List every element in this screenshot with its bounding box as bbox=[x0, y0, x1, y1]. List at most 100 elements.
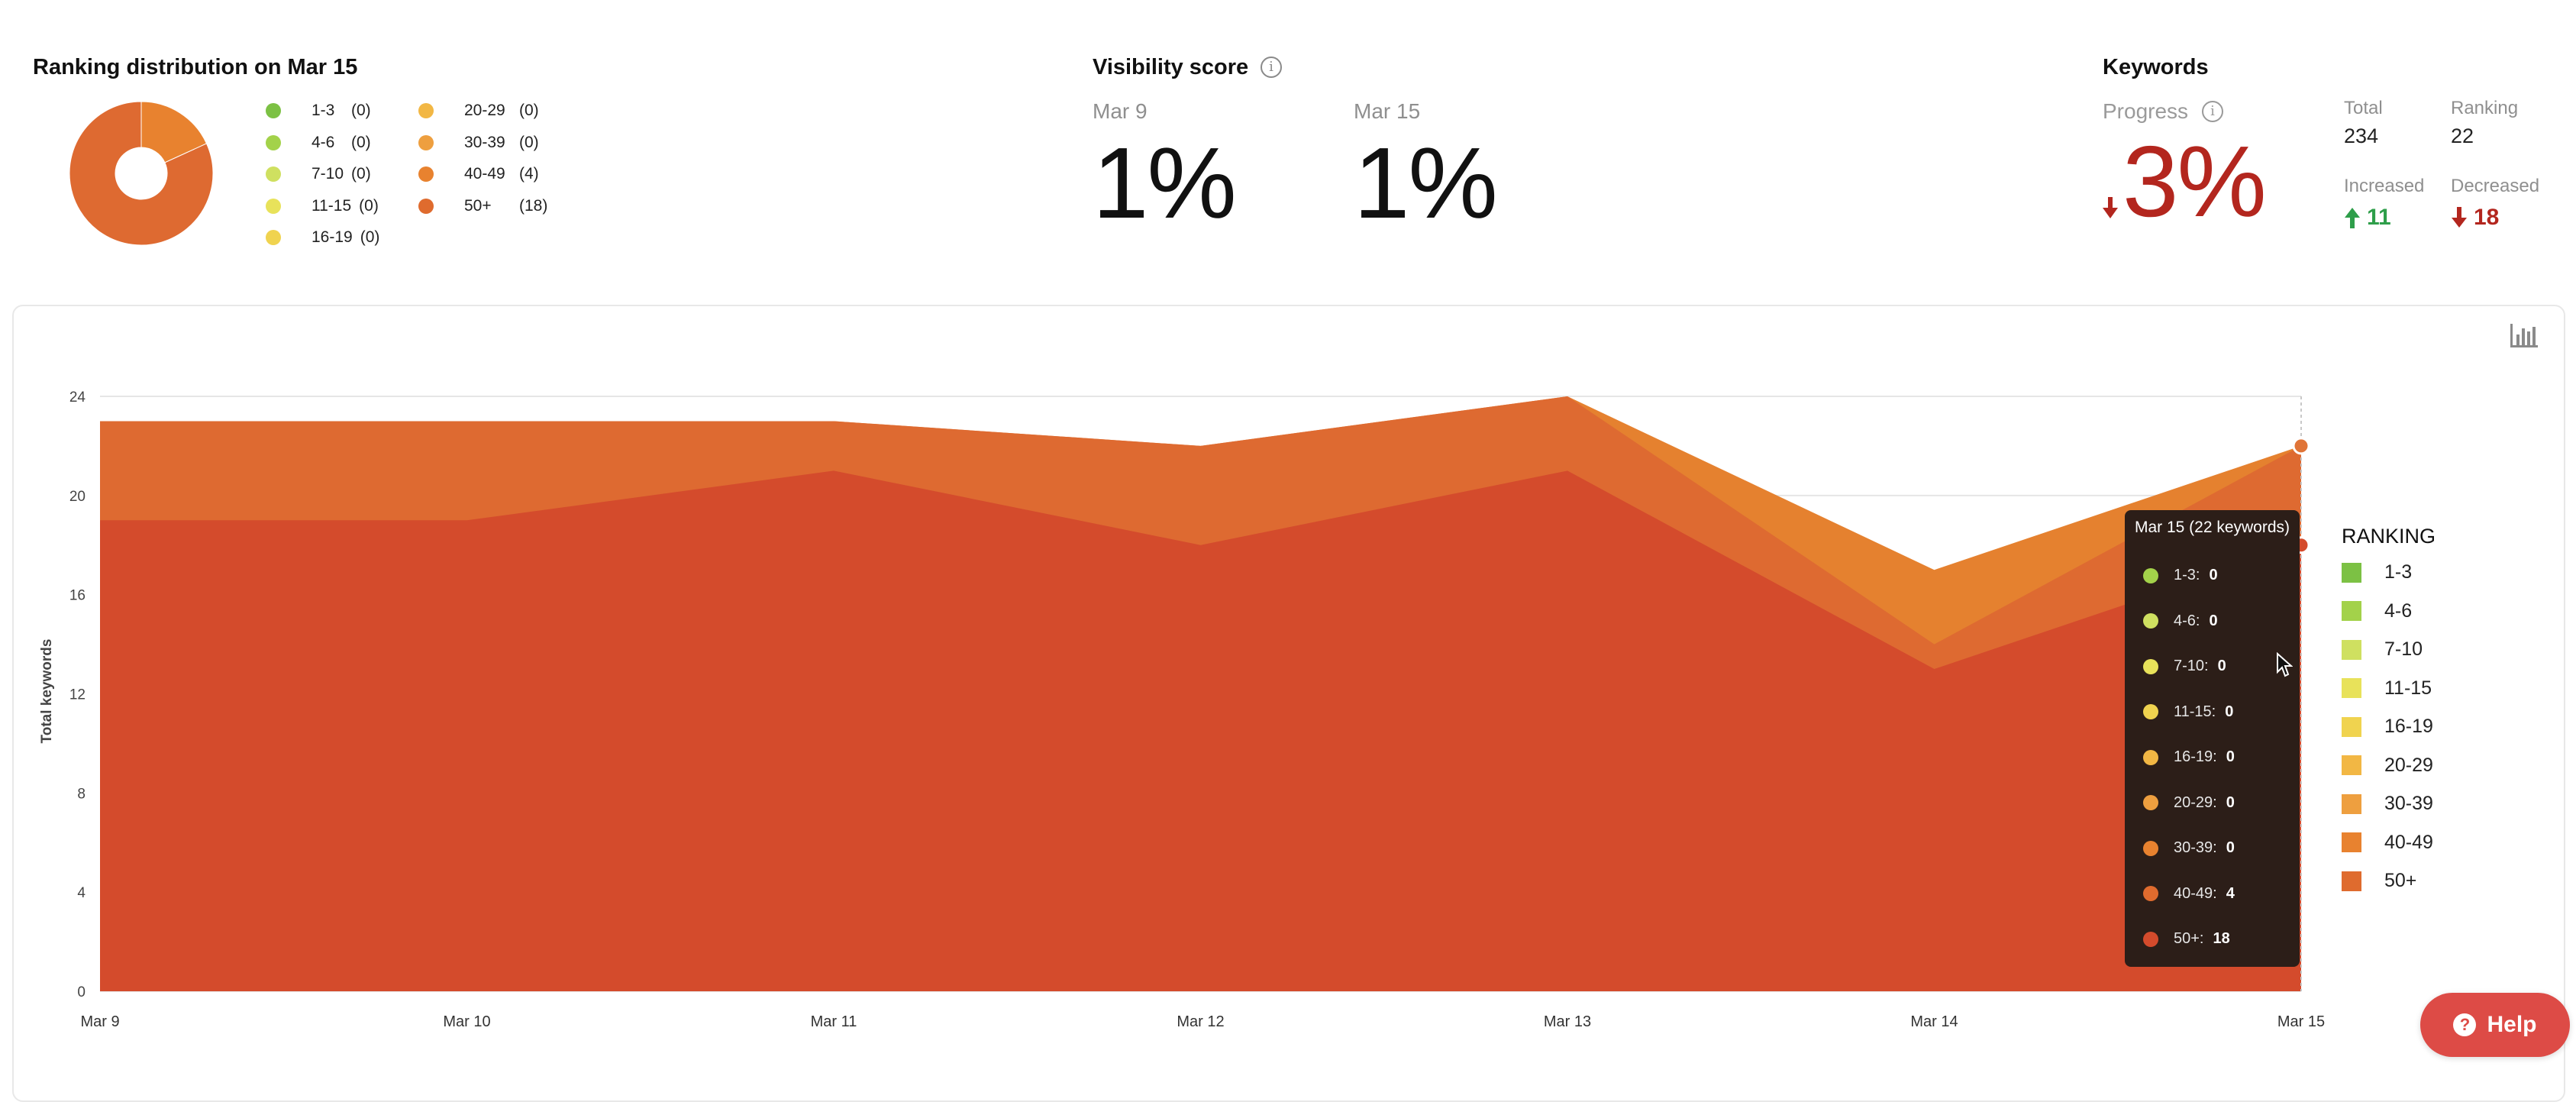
legend-count: (4) bbox=[519, 165, 539, 183]
y-tick-label: 20 bbox=[69, 489, 86, 505]
keywords-area-chart[interactable]: 0 4 8 12 16 20 24 Mar 9 Mar 10 Mar 11 Mar 12 Mar 13… bbox=[0, 0, 2576, 1071]
legend-label: 7-10 bbox=[2384, 638, 2423, 660]
legend-dot bbox=[418, 134, 434, 150]
ranking-legend-item: 30-39 (0) bbox=[418, 134, 539, 152]
ranking-label: Ranking bbox=[2451, 98, 2519, 118]
tooltip-dot bbox=[2143, 567, 2158, 583]
hover-point bbox=[2292, 437, 2310, 455]
visibility-start-value: 1% bbox=[1093, 127, 1237, 239]
increased-stat: 11 bbox=[2344, 205, 2391, 231]
x-tick-label: Mar 12 bbox=[1177, 1013, 1224, 1030]
legend-label: 50+ bbox=[464, 196, 492, 215]
tooltip-label: 11-15: bbox=[2174, 703, 2216, 720]
legend-label: 16-19 bbox=[312, 228, 353, 246]
legend-swatch bbox=[2342, 678, 2361, 698]
tooltip-label: 20-29: bbox=[2174, 793, 2217, 811]
tooltip-row: 20-29: 0 bbox=[2143, 794, 2235, 812]
tooltip-label: 7-10: bbox=[2174, 658, 2209, 674]
visibility-start-date: Mar 9 bbox=[1093, 99, 1148, 123]
chart-settings-icon[interactable] bbox=[2509, 321, 2539, 348]
legend-label: 40-49 bbox=[2384, 831, 2433, 853]
arrow-down-icon bbox=[2452, 207, 2467, 228]
donut-slice-50+[interactable] bbox=[69, 101, 214, 246]
ranking-legend-item[interactable]: 16-19 bbox=[2342, 716, 2433, 738]
ranking-legend-item[interactable]: 1-3 bbox=[2342, 561, 2412, 583]
legend-count: (0) bbox=[519, 102, 539, 119]
tooltip-dot bbox=[2143, 749, 2158, 765]
info-icon[interactable]: i bbox=[1261, 57, 1282, 78]
total-label: Total bbox=[2344, 98, 2383, 118]
tooltip-value: 4 bbox=[2226, 884, 2235, 902]
tooltip-value: 18 bbox=[2213, 930, 2230, 947]
legend-count: (0) bbox=[519, 133, 539, 151]
tooltip-value: 0 bbox=[2225, 703, 2234, 720]
x-tick-label: Mar 11 bbox=[811, 1013, 857, 1030]
arrow-up-icon bbox=[2345, 208, 2360, 228]
total-value: 234 bbox=[2344, 124, 2379, 147]
legend-swatch bbox=[2342, 755, 2361, 775]
ranking-legend-title: RANKING bbox=[2342, 525, 2436, 548]
increased-value: 11 bbox=[2367, 205, 2391, 230]
y-tick-label: 12 bbox=[69, 687, 86, 703]
tooltip-label: 30-39: bbox=[2174, 839, 2217, 856]
tooltip-row: 7-10: 0 bbox=[2143, 658, 2226, 675]
decreased-label: Decreased bbox=[2451, 176, 2540, 196]
tooltip-dot bbox=[2143, 704, 2158, 719]
legend-swatch bbox=[2342, 793, 2361, 814]
legend-swatch bbox=[2342, 562, 2361, 583]
ranking-legend-item[interactable]: 50+ bbox=[2342, 870, 2416, 892]
legend-count: (0) bbox=[360, 228, 380, 246]
legend-swatch bbox=[2342, 639, 2361, 660]
progress-label: Progress bbox=[2103, 99, 2189, 123]
ranking-legend-item[interactable]: 7-10 bbox=[2342, 638, 2423, 661]
ranking-legend-item[interactable]: 4-6 bbox=[2342, 600, 2412, 622]
tooltip-value: 0 bbox=[2226, 793, 2235, 811]
tooltip-title: Mar 15 (22 keywords) bbox=[2134, 519, 2290, 536]
tooltip-row: 50+: 18 bbox=[2143, 930, 2230, 948]
ranking-donut-chart[interactable] bbox=[69, 101, 214, 246]
ranking-legend-item: 1-3 (0) bbox=[266, 102, 371, 120]
ranking-legend-item[interactable]: 20-29 bbox=[2342, 755, 2433, 777]
legend-label: 4-6 bbox=[2384, 599, 2413, 622]
tooltip-label: 40-49: bbox=[2174, 884, 2217, 902]
legend-dot bbox=[418, 103, 434, 118]
tooltip-value: 0 bbox=[2226, 839, 2235, 856]
ranking-legend-item: 16-19 (0) bbox=[266, 228, 379, 247]
legend-label: 7-10 bbox=[312, 165, 344, 183]
legend-dot bbox=[418, 198, 434, 214]
ranking-legend-item[interactable]: 30-39 bbox=[2342, 793, 2433, 815]
x-tick-label: Mar 13 bbox=[1544, 1013, 1591, 1030]
ranking-legend-item[interactable]: 11-15 bbox=[2342, 677, 2432, 700]
legend-swatch bbox=[2342, 716, 2361, 737]
legend-label: 11-15 bbox=[2384, 677, 2432, 699]
legend-label: 20-29 bbox=[2384, 754, 2433, 776]
donut-slice-40-49[interactable] bbox=[140, 101, 208, 163]
mouse-cursor-icon bbox=[2277, 652, 2293, 677]
legend-count: (0) bbox=[351, 102, 371, 119]
area-series-50+[interactable] bbox=[100, 470, 2301, 991]
y-tick-label: 16 bbox=[69, 588, 86, 604]
legend-label: 4-6 bbox=[312, 133, 335, 151]
ranking-legend-item: 7-10 (0) bbox=[266, 165, 371, 183]
ranking-legend-item: 20-29 (0) bbox=[418, 102, 539, 120]
keywords-title: Keywords bbox=[2103, 55, 2209, 79]
tooltip-row: 16-19: 0 bbox=[2143, 748, 2235, 766]
tooltip-row: 30-39: 0 bbox=[2143, 839, 2235, 857]
tooltip-dot bbox=[2143, 886, 2158, 901]
legend-label: 16-19 bbox=[2384, 716, 2433, 737]
tooltip-value: 0 bbox=[2209, 612, 2218, 629]
question-icon: ? bbox=[2453, 1013, 2477, 1036]
y-tick-label: 24 bbox=[69, 389, 86, 406]
info-icon[interactable]: i bbox=[2202, 101, 2223, 122]
increased-label: Increased bbox=[2344, 176, 2425, 196]
ranking-legend-item: 11-15 (0) bbox=[266, 197, 379, 215]
help-button[interactable]: ? Help bbox=[2420, 993, 2570, 1057]
tooltip-dot bbox=[2143, 658, 2158, 674]
ranking-distribution-title: Ranking distribution on Mar 15 bbox=[33, 55, 358, 79]
legend-label: 30-39 bbox=[2384, 793, 2433, 814]
legend-count: (0) bbox=[351, 133, 371, 151]
ranking-legend-item: 40-49 (4) bbox=[418, 165, 539, 183]
ranking-legend-item: 4-6 (0) bbox=[266, 134, 371, 152]
tooltip-row: 11-15: 0 bbox=[2143, 703, 2233, 721]
ranking-legend-item[interactable]: 40-49 bbox=[2342, 832, 2433, 854]
